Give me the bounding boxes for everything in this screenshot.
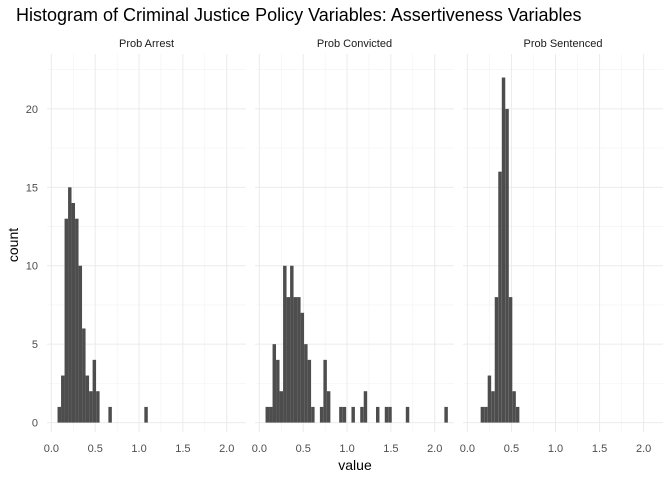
histogram-bar: [323, 359, 327, 423]
facet-panel: Prob Arrest 0.0 0.5 1.0 1.5 2.0: [44, 38, 246, 455]
histogram-bar: [360, 406, 364, 423]
histogram-bar: [89, 391, 93, 423]
x-tick-label: 1.0: [548, 443, 563, 455]
y-tick-label: 15: [26, 182, 38, 194]
chart-title: Histogram of Criminal Justice Policy Var…: [16, 5, 582, 25]
histogram-bar: [351, 406, 355, 423]
x-tick-label: 0.5: [88, 443, 103, 455]
histogram-bar: [480, 406, 485, 423]
histogram-bar: [279, 391, 284, 423]
y-tick-label: 5: [32, 339, 38, 351]
histogram-bar: [491, 391, 495, 423]
histogram-bar: [505, 108, 509, 423]
histogram-bar: [363, 391, 368, 423]
x-axis-title: value: [338, 457, 372, 473]
histogram-bar: [286, 297, 291, 423]
histogram-bar: [375, 406, 380, 423]
facet-strip-label: Prob Arrest: [119, 38, 174, 50]
histogram-bar: [311, 406, 315, 423]
y-tick-label: 10: [26, 261, 38, 273]
histogram-bar: [272, 344, 277, 423]
histogram-bar: [68, 187, 72, 423]
histogram-bar: [342, 406, 347, 423]
histogram-bar: [57, 406, 62, 423]
histogram-bar: [92, 359, 97, 423]
facet-panel: Prob Sentenced 0.0 0.5 1.0 1.5 2.0: [460, 38, 663, 455]
x-tick-label: 2.0: [636, 443, 651, 455]
histogram-bar: [304, 344, 308, 423]
x-tick-label: 0.0: [44, 443, 59, 455]
histogram-bar: [108, 406, 112, 423]
histogram-bar: [293, 297, 298, 423]
histogram-bar: [290, 265, 294, 423]
facet-strip-label: Prob Sentenced: [524, 38, 603, 50]
histogram-bar: [307, 359, 312, 423]
histogram-bar: [78, 265, 83, 423]
histogram-bar: [508, 297, 513, 423]
x-tick-label: 0.5: [504, 443, 519, 455]
y-tick-label: 20: [26, 104, 38, 116]
histogram-bar: [265, 406, 270, 423]
x-tick-label: 1.0: [131, 443, 146, 455]
x-tick-label: 2.0: [219, 443, 234, 455]
histogram-bar: [82, 328, 86, 423]
facet-panel: Prob Convicted 0.0 0.5 1.0 1.5 2.0: [252, 38, 454, 455]
histogram-bar: [487, 375, 492, 423]
x-tick-label: 1.5: [175, 443, 190, 455]
histogram-bar: [484, 406, 488, 423]
histogram-bar: [494, 297, 499, 423]
histogram-bar: [276, 359, 280, 423]
histogram-bar: [75, 218, 79, 423]
histogram-bar: [71, 203, 76, 423]
facet-strip-label: Prob Convicted: [317, 38, 392, 50]
histogram-bar: [96, 391, 100, 423]
x-tick-label: 1.5: [592, 443, 607, 455]
histogram-bar: [384, 406, 389, 423]
histogram-bar: [501, 77, 506, 423]
histogram-bar: [326, 391, 331, 423]
y-tick-label: 0: [32, 418, 38, 430]
histogram-bar: [515, 406, 520, 423]
histogram-bar: [498, 171, 502, 423]
histogram-bar: [405, 406, 410, 423]
x-tick-label: 0.5: [296, 443, 311, 455]
histogram-bar: [85, 375, 90, 423]
histogram-bar: [61, 375, 65, 423]
histogram-bar: [319, 406, 324, 423]
x-tick-label: 0.0: [252, 443, 267, 455]
histogram-bar: [388, 406, 392, 423]
x-tick-label: 1.0: [339, 443, 354, 455]
histogram-bar: [339, 406, 343, 423]
x-tick-label: 2.0: [427, 443, 442, 455]
histogram-bar: [144, 406, 148, 423]
x-tick-label: 1.5: [383, 443, 398, 455]
histogram-bar: [297, 297, 301, 423]
histogram-bar: [283, 265, 287, 423]
histogram-bar: [512, 391, 516, 423]
histogram-bar: [269, 406, 273, 423]
histogram-bar: [300, 312, 305, 423]
histogram-bar: [444, 406, 448, 423]
y-axis-title: count: [5, 228, 21, 262]
x-tick-label: 0.0: [460, 443, 475, 455]
histogram-bar: [64, 218, 69, 423]
